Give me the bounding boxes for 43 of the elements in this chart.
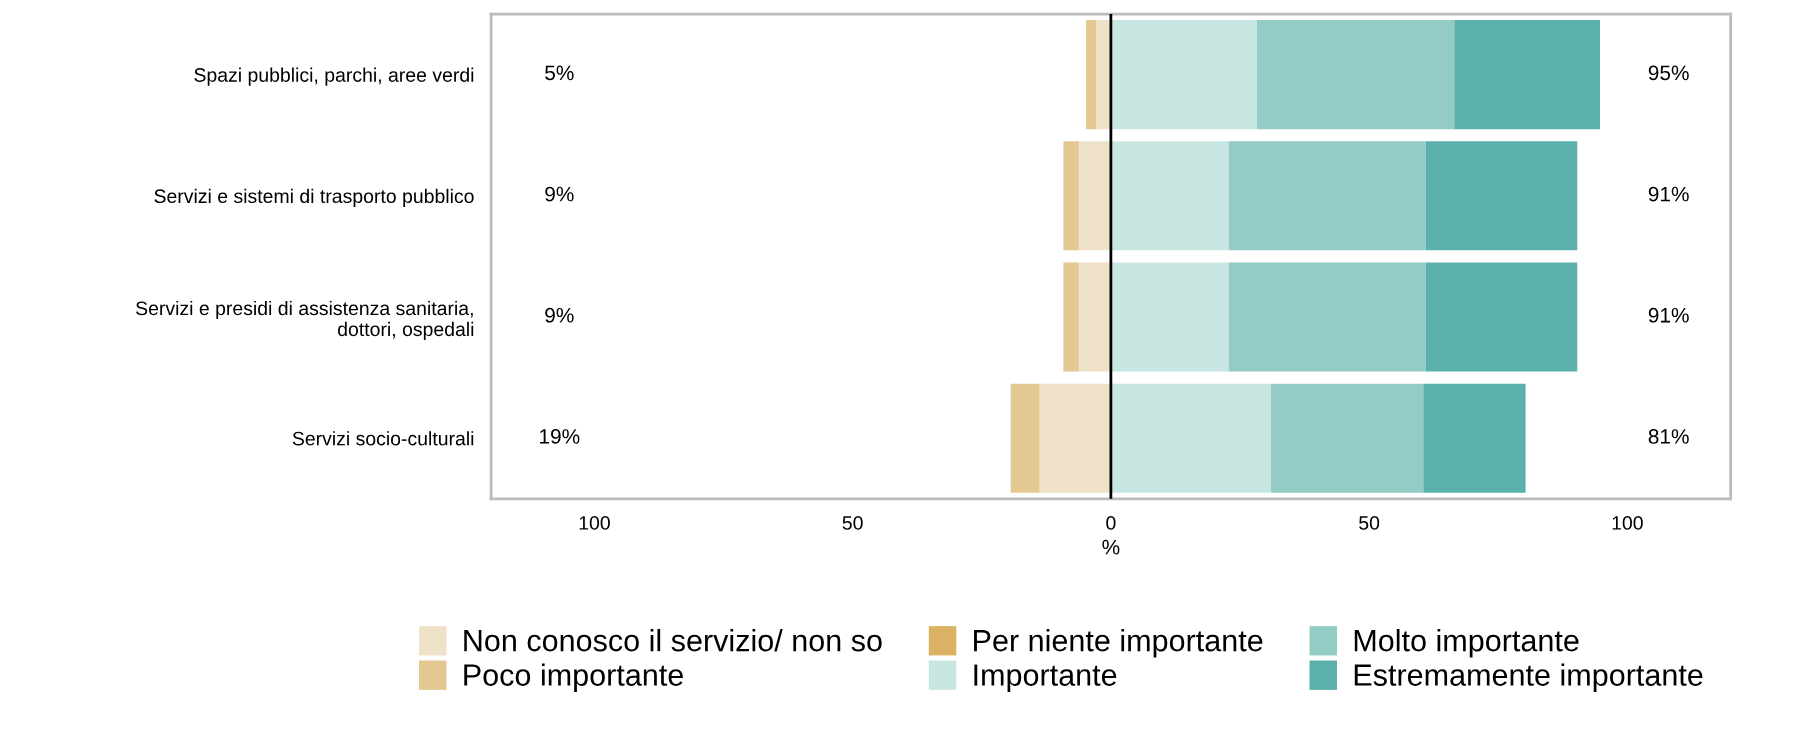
bar: [1228, 262, 1426, 372]
y-tick-label: Spazi pubblici, parchi, aree verdi: [194, 67, 474, 86]
legend-label: Per niente importante: [974, 629, 1263, 658]
bar: [1423, 383, 1526, 493]
y-tick-label: Servizi e sistemi di trasporto pubblico: [154, 188, 474, 207]
bar: [1425, 262, 1578, 372]
bar: [1110, 20, 1258, 130]
x-tick-label: 50: [1359, 516, 1380, 530]
bar: [1110, 383, 1271, 493]
x-tick-label: 50: [842, 516, 863, 530]
annotation: 91%: [1648, 307, 1689, 323]
annotation: 9%: [545, 186, 574, 202]
x-tick-label: 100: [1612, 516, 1643, 530]
x-tick-label: 0: [1106, 516, 1116, 530]
y-tick-label: Servizi e presidi di assistenza sanitaria, dottori, ospedali: [136, 300, 474, 340]
bar: [1078, 262, 1111, 372]
bar: [1110, 141, 1229, 251]
bar: [1270, 383, 1424, 493]
legend-label: Non conosco il servizio/ non so: [464, 629, 882, 652]
bar: [1425, 141, 1578, 251]
x-axis-title: %: [1102, 539, 1120, 555]
annotation: 19%: [540, 429, 580, 444]
legend-label: Poco importante: [464, 663, 683, 692]
bar: [1039, 383, 1111, 493]
x-tick-label: 100: [579, 516, 610, 530]
bar: [1078, 141, 1111, 251]
bar: [1110, 262, 1229, 372]
legend-label: Importante: [974, 664, 1117, 692]
annotation: 95%: [1648, 65, 1689, 81]
annotation: 91%: [1648, 186, 1689, 202]
annotation: 81%: [1648, 429, 1689, 444]
bar: [1063, 141, 1079, 251]
bar: [1010, 383, 1040, 493]
legend-label: Estremamente importante: [1354, 663, 1703, 692]
bar: [1086, 20, 1096, 130]
bar: [1228, 141, 1426, 251]
bar: [1454, 20, 1600, 130]
bar: [1063, 262, 1079, 372]
y-tick-label: Servizi socio-culturali: [292, 431, 474, 446]
annotation: 9%: [545, 307, 574, 323]
annotation: 5%: [545, 65, 574, 81]
bar: [1257, 20, 1455, 130]
legend-label: Molto importante: [1354, 629, 1579, 658]
